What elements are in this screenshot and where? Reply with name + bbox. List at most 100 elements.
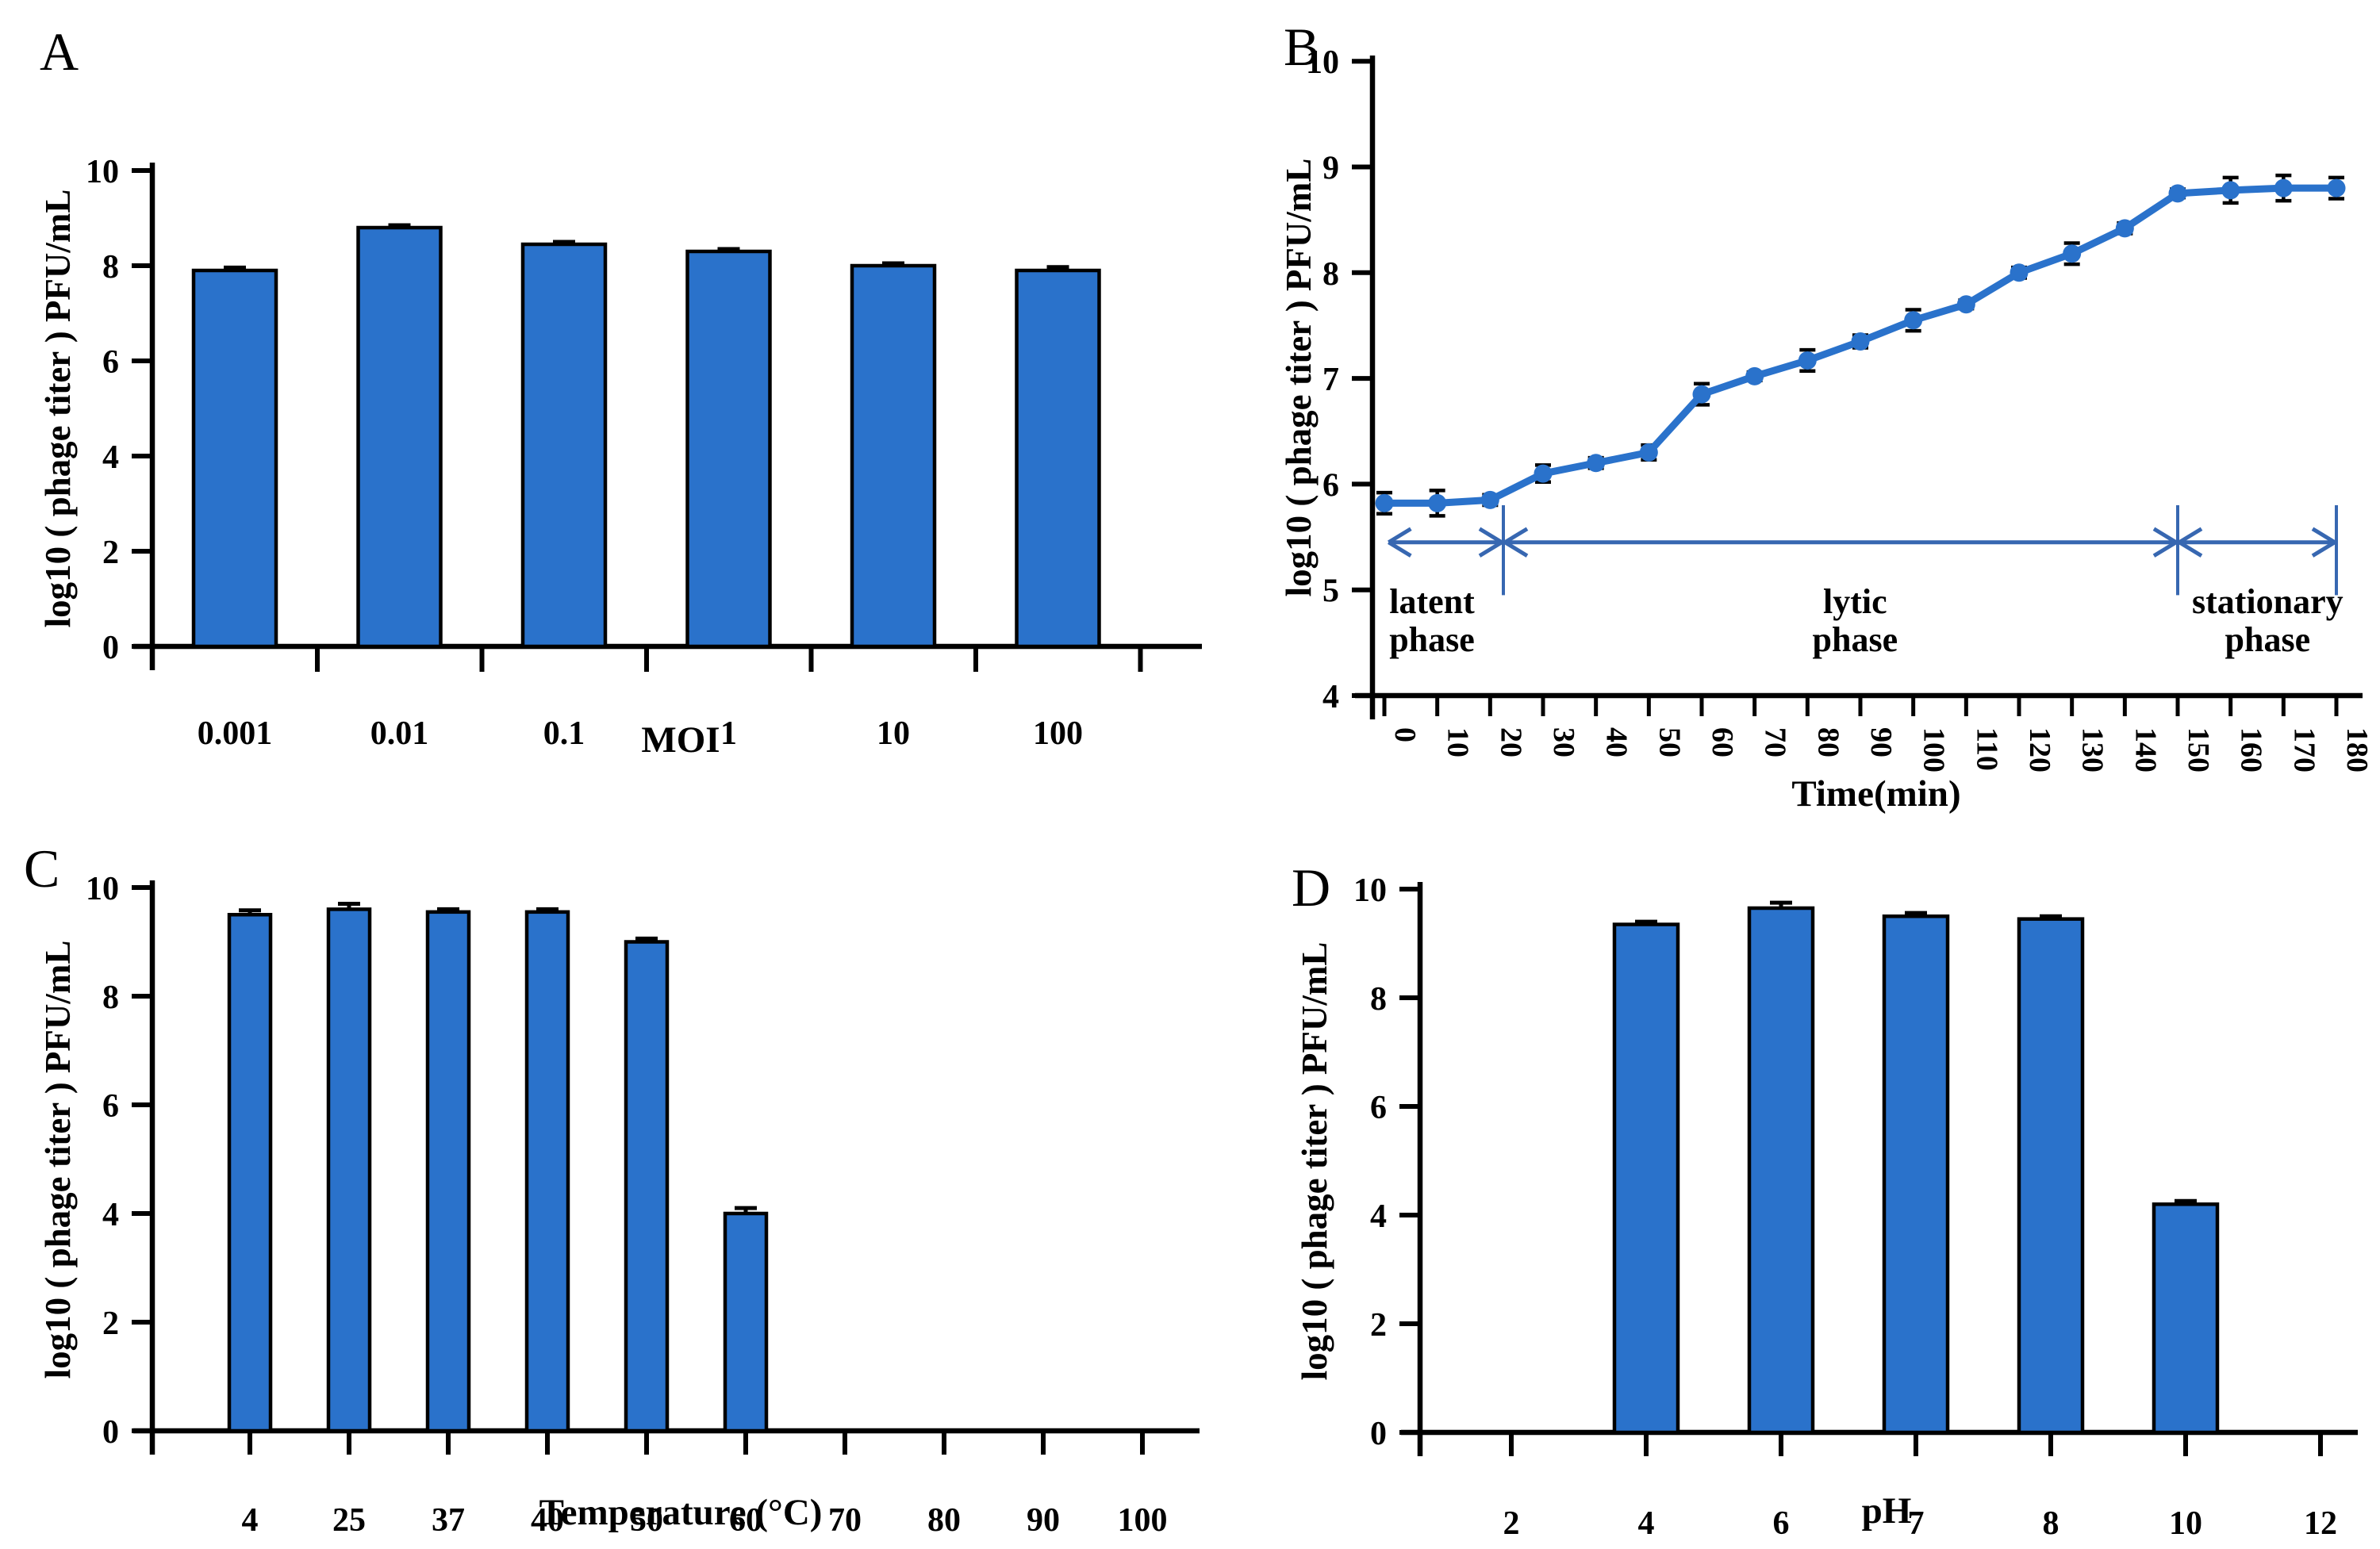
x-tick-label: 100 [1118, 1502, 1168, 1539]
x-tick-label: 0.01 [370, 715, 429, 752]
x-tick-label: 60 [729, 1502, 762, 1539]
x-tick-label: 50 [630, 1502, 663, 1539]
data-point [1851, 332, 1870, 351]
bar [520, 242, 608, 649]
y-tick-label: 2 [1370, 1307, 1387, 1344]
phase-arrowhead [1388, 540, 1412, 558]
data-point [1534, 464, 1553, 483]
y-tick-label: 4 [1322, 679, 1339, 715]
x-tick-label: 10 [877, 715, 910, 752]
x-tick-label: 4 [242, 1502, 259, 1539]
y-tick-label: 10 [86, 154, 119, 190]
data-point [1480, 490, 1499, 509]
y-tick-label: 4 [102, 439, 119, 476]
data-point [1587, 454, 1606, 473]
y-tick-label: 4 [1370, 1198, 1387, 1235]
bar [227, 913, 273, 1433]
panel-d-letter: D [1292, 857, 1330, 918]
phase-label: phase [2225, 620, 2311, 659]
x-tick-label: 110 [1970, 727, 2003, 771]
phase-label: phase [1389, 620, 1475, 659]
x-tick-label: 7 [1908, 1505, 1925, 1542]
x-tick-label: 80 [1811, 727, 1844, 757]
x-tick-label: 8 [2043, 1505, 2059, 1542]
x-tick-label: 0.1 [543, 715, 585, 752]
y-tick-label: 10 [1306, 44, 1339, 81]
x-tick-label: 140 [2129, 727, 2162, 773]
bar [624, 940, 670, 1433]
data-point [2327, 178, 2346, 197]
y-tick-label: 5 [1322, 573, 1339, 610]
y-tick-label: 8 [102, 249, 119, 286]
x-tick-label: 37 [432, 1502, 465, 1539]
x-tick-label: 10 [1441, 727, 1475, 757]
bar [425, 910, 471, 1433]
x-tick-label: 120 [2023, 727, 2056, 773]
bar [685, 249, 772, 649]
phase-arrowhead [1478, 527, 1503, 544]
x-tick-label: 12 [2304, 1505, 2337, 1542]
y-tick-label: 8 [1370, 981, 1387, 1018]
x-tick-label: 10 [2169, 1505, 2202, 1542]
panel-a-letter: A [40, 21, 79, 82]
x-tick-label: 150 [2182, 727, 2215, 773]
x-tick-label: 90 [1864, 727, 1898, 757]
y-tick-label: 6 [102, 344, 119, 381]
panel-c-letter: C [24, 838, 60, 899]
panel-b-letter: B [1284, 17, 1319, 77]
x-tick-label: 30 [1547, 727, 1580, 757]
panel-d-plot: 0 2 4 6 8 10 2 4 6 7 8 10 12 [1353, 872, 2358, 1542]
data-point [1904, 311, 1923, 330]
x-tick-label: 0 [1388, 727, 1422, 742]
bar [524, 910, 570, 1433]
y-tick-label: 2 [102, 1306, 119, 1342]
x-tick-label: 50 [1653, 727, 1686, 757]
x-tick-label: 60 [1706, 727, 1739, 757]
bar [850, 263, 937, 649]
panel-d-y-axis-label: log10 ( phage titer ) PFU/mL [1295, 942, 1334, 1381]
x-tick-label: 180 [2340, 727, 2374, 773]
y-tick-label: 8 [1322, 256, 1339, 293]
data-point [1798, 351, 1817, 370]
bar [326, 907, 372, 1433]
x-tick-label: 170 [2287, 727, 2320, 773]
x-tick-label: 100 [1917, 727, 1951, 773]
phase-arrowhead [1388, 527, 1412, 544]
bar [2017, 917, 2085, 1435]
y-tick-label: 10 [1353, 872, 1387, 909]
x-tick-label: 20 [1494, 727, 1527, 757]
phase-arrowhead [2311, 527, 2336, 544]
panel-c-y-axis-label: log10 ( phage titer ) PFU/mL [38, 941, 78, 1379]
phase-arrowhead [2311, 540, 2336, 558]
bar [2152, 1202, 2220, 1435]
y-tick-label: 6 [1370, 1090, 1387, 1126]
x-tick-label: 6 [1773, 1505, 1790, 1542]
panel-a-plot: 0 2 4 6 8 10 0.001 0.01 0.1 1 10 100 [86, 154, 1202, 752]
data-point [1639, 443, 1658, 462]
x-tick-label: 40 [1600, 727, 1633, 757]
panel-a-y-axis-label: log10 ( phage titer ) PFU/mL [38, 190, 78, 628]
phase-label: latent [1389, 582, 1475, 621]
bar [723, 1211, 769, 1433]
phase-arrowhead [1478, 540, 1503, 558]
panel-b: B log10 ( phage titer ) PFU/mL Time(min)… [1279, 17, 2374, 815]
panel-d: D log10 ( phage titer ) PFU/mL pH 0 2 4 6 8 1… [1292, 857, 2358, 1542]
phase-arrowhead [2178, 527, 2203, 544]
data-point [2010, 263, 2029, 282]
data-point [1745, 366, 1764, 385]
phase-label: stationary [2192, 582, 2344, 621]
data-point [2274, 178, 2293, 197]
y-tick-label: 10 [86, 871, 119, 907]
x-tick-label: 0.001 [198, 715, 273, 752]
phase-label: phase [1813, 620, 1898, 659]
x-tick-label: 80 [927, 1502, 961, 1539]
phase-arrowhead [2152, 527, 2178, 544]
x-tick-label: 160 [2235, 727, 2268, 773]
x-tick-label: 40 [531, 1502, 564, 1539]
panel-d-x-axis-label: pH [1862, 1490, 1912, 1532]
phase-arrowhead [2178, 540, 2203, 558]
bar [1882, 914, 1950, 1435]
data-point [1375, 493, 1394, 512]
